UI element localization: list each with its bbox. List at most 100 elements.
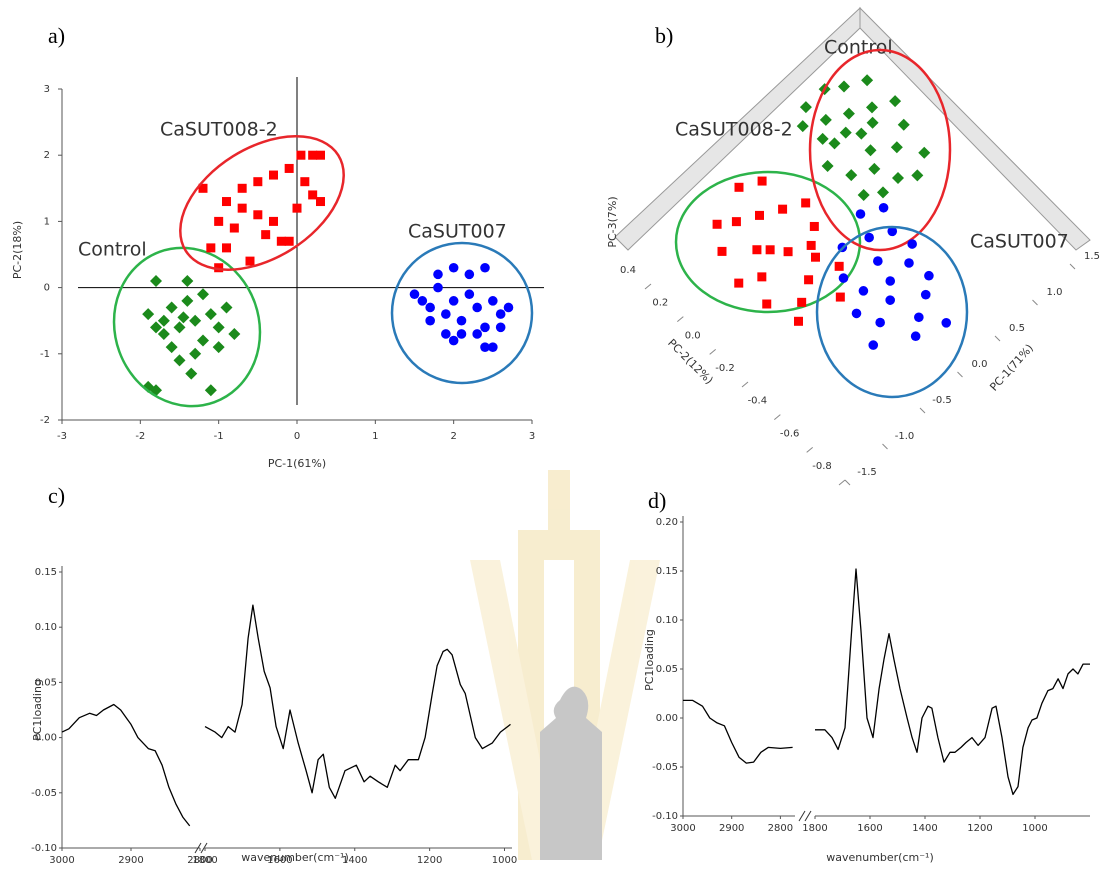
loading-line bbox=[683, 699, 793, 764]
point bbox=[300, 177, 310, 187]
point bbox=[150, 321, 162, 334]
point bbox=[245, 256, 255, 266]
axis-break bbox=[200, 842, 208, 854]
point bbox=[918, 146, 931, 159]
point bbox=[907, 239, 917, 249]
x-tick bbox=[1069, 263, 1076, 270]
y-tick-label: 0 bbox=[44, 283, 50, 294]
point bbox=[157, 314, 170, 327]
axis-break bbox=[194, 842, 202, 854]
point bbox=[904, 258, 914, 268]
point bbox=[875, 317, 885, 328]
point bbox=[173, 321, 186, 334]
point bbox=[222, 243, 231, 253]
point bbox=[448, 262, 459, 273]
point bbox=[316, 150, 325, 160]
point bbox=[878, 202, 889, 213]
point bbox=[877, 186, 889, 199]
point bbox=[858, 286, 869, 296]
point bbox=[757, 176, 767, 186]
x-tick-label: 2900 bbox=[719, 823, 744, 834]
panel-label: b) bbox=[655, 23, 673, 48]
point bbox=[185, 367, 198, 380]
x-tick-label: 1400 bbox=[912, 823, 937, 834]
point bbox=[229, 223, 239, 233]
point bbox=[842, 107, 855, 120]
point bbox=[316, 197, 325, 207]
point bbox=[456, 315, 467, 326]
point bbox=[253, 177, 263, 187]
y-tick-label: 0.15 bbox=[656, 566, 678, 577]
point bbox=[173, 354, 186, 367]
z-axis-title: PC-3(7%) bbox=[606, 196, 619, 247]
group-ellipse bbox=[815, 225, 969, 399]
point bbox=[222, 197, 231, 207]
loading-line bbox=[815, 568, 1090, 796]
group-ellipse bbox=[674, 170, 862, 314]
x-axis-title: PC-1(61%) bbox=[268, 457, 326, 470]
watermark-figure bbox=[540, 686, 602, 860]
x-tick-label: 0.0 bbox=[972, 359, 988, 370]
x-tick-label: -0.5 bbox=[932, 395, 952, 406]
y-tick-label: -1 bbox=[40, 349, 50, 360]
x-tick-label: 3 bbox=[529, 431, 535, 442]
point bbox=[212, 341, 225, 354]
group-label: CaSUT007 bbox=[408, 221, 507, 243]
point bbox=[851, 308, 862, 319]
loading-line bbox=[204, 604, 511, 799]
point bbox=[480, 262, 490, 273]
y-tick bbox=[677, 316, 684, 323]
point bbox=[150, 274, 162, 287]
point bbox=[941, 318, 952, 328]
x-tick-label: 1600 bbox=[857, 823, 882, 834]
y-tick-label: 0.0 bbox=[685, 330, 701, 341]
x-tick bbox=[882, 443, 888, 450]
point bbox=[889, 95, 902, 108]
point bbox=[425, 302, 435, 313]
point bbox=[796, 120, 809, 133]
x-tick-label: -2 bbox=[135, 431, 145, 442]
y-tick-label: -0.05 bbox=[31, 788, 57, 799]
point bbox=[821, 159, 834, 172]
point bbox=[296, 150, 306, 160]
axis-break bbox=[804, 810, 812, 822]
point bbox=[920, 289, 931, 300]
point bbox=[204, 308, 217, 321]
point bbox=[855, 127, 868, 140]
y-tick-label: -0.10 bbox=[652, 811, 678, 822]
y-tick-label: -0.2 bbox=[715, 363, 735, 374]
y-tick bbox=[838, 479, 846, 486]
point bbox=[198, 183, 208, 193]
y-tick-label: -2 bbox=[40, 415, 50, 426]
x-tick bbox=[844, 479, 851, 486]
point bbox=[864, 144, 877, 157]
x-tick bbox=[994, 335, 1001, 342]
point bbox=[924, 270, 934, 281]
y-tick-label: 0.00 bbox=[656, 713, 678, 724]
x-tick-label: 0.5 bbox=[1009, 323, 1025, 334]
point bbox=[765, 245, 775, 255]
y-tick bbox=[644, 283, 652, 290]
point bbox=[292, 203, 302, 213]
x-tick-label: 3000 bbox=[670, 823, 695, 834]
group-label: CaSUT008-2 bbox=[675, 119, 793, 141]
point bbox=[284, 236, 294, 246]
point bbox=[503, 302, 514, 313]
panel-label: c) bbox=[48, 483, 65, 508]
group-ellipse bbox=[179, 135, 345, 271]
y-tick-label: -0.4 bbox=[748, 396, 768, 407]
point bbox=[441, 329, 451, 339]
x-tick-label: 1000 bbox=[1022, 823, 1047, 834]
point bbox=[464, 269, 475, 280]
x-tick-label: 0 bbox=[294, 431, 300, 442]
point bbox=[778, 204, 788, 214]
point bbox=[864, 232, 874, 243]
point bbox=[890, 141, 903, 154]
y-tick-label: 0.2 bbox=[652, 298, 668, 309]
point bbox=[472, 302, 482, 313]
point bbox=[794, 316, 803, 326]
point bbox=[861, 74, 874, 87]
point bbox=[755, 210, 764, 220]
group-label: CaSUT007 bbox=[970, 231, 1069, 253]
point bbox=[197, 334, 209, 347]
